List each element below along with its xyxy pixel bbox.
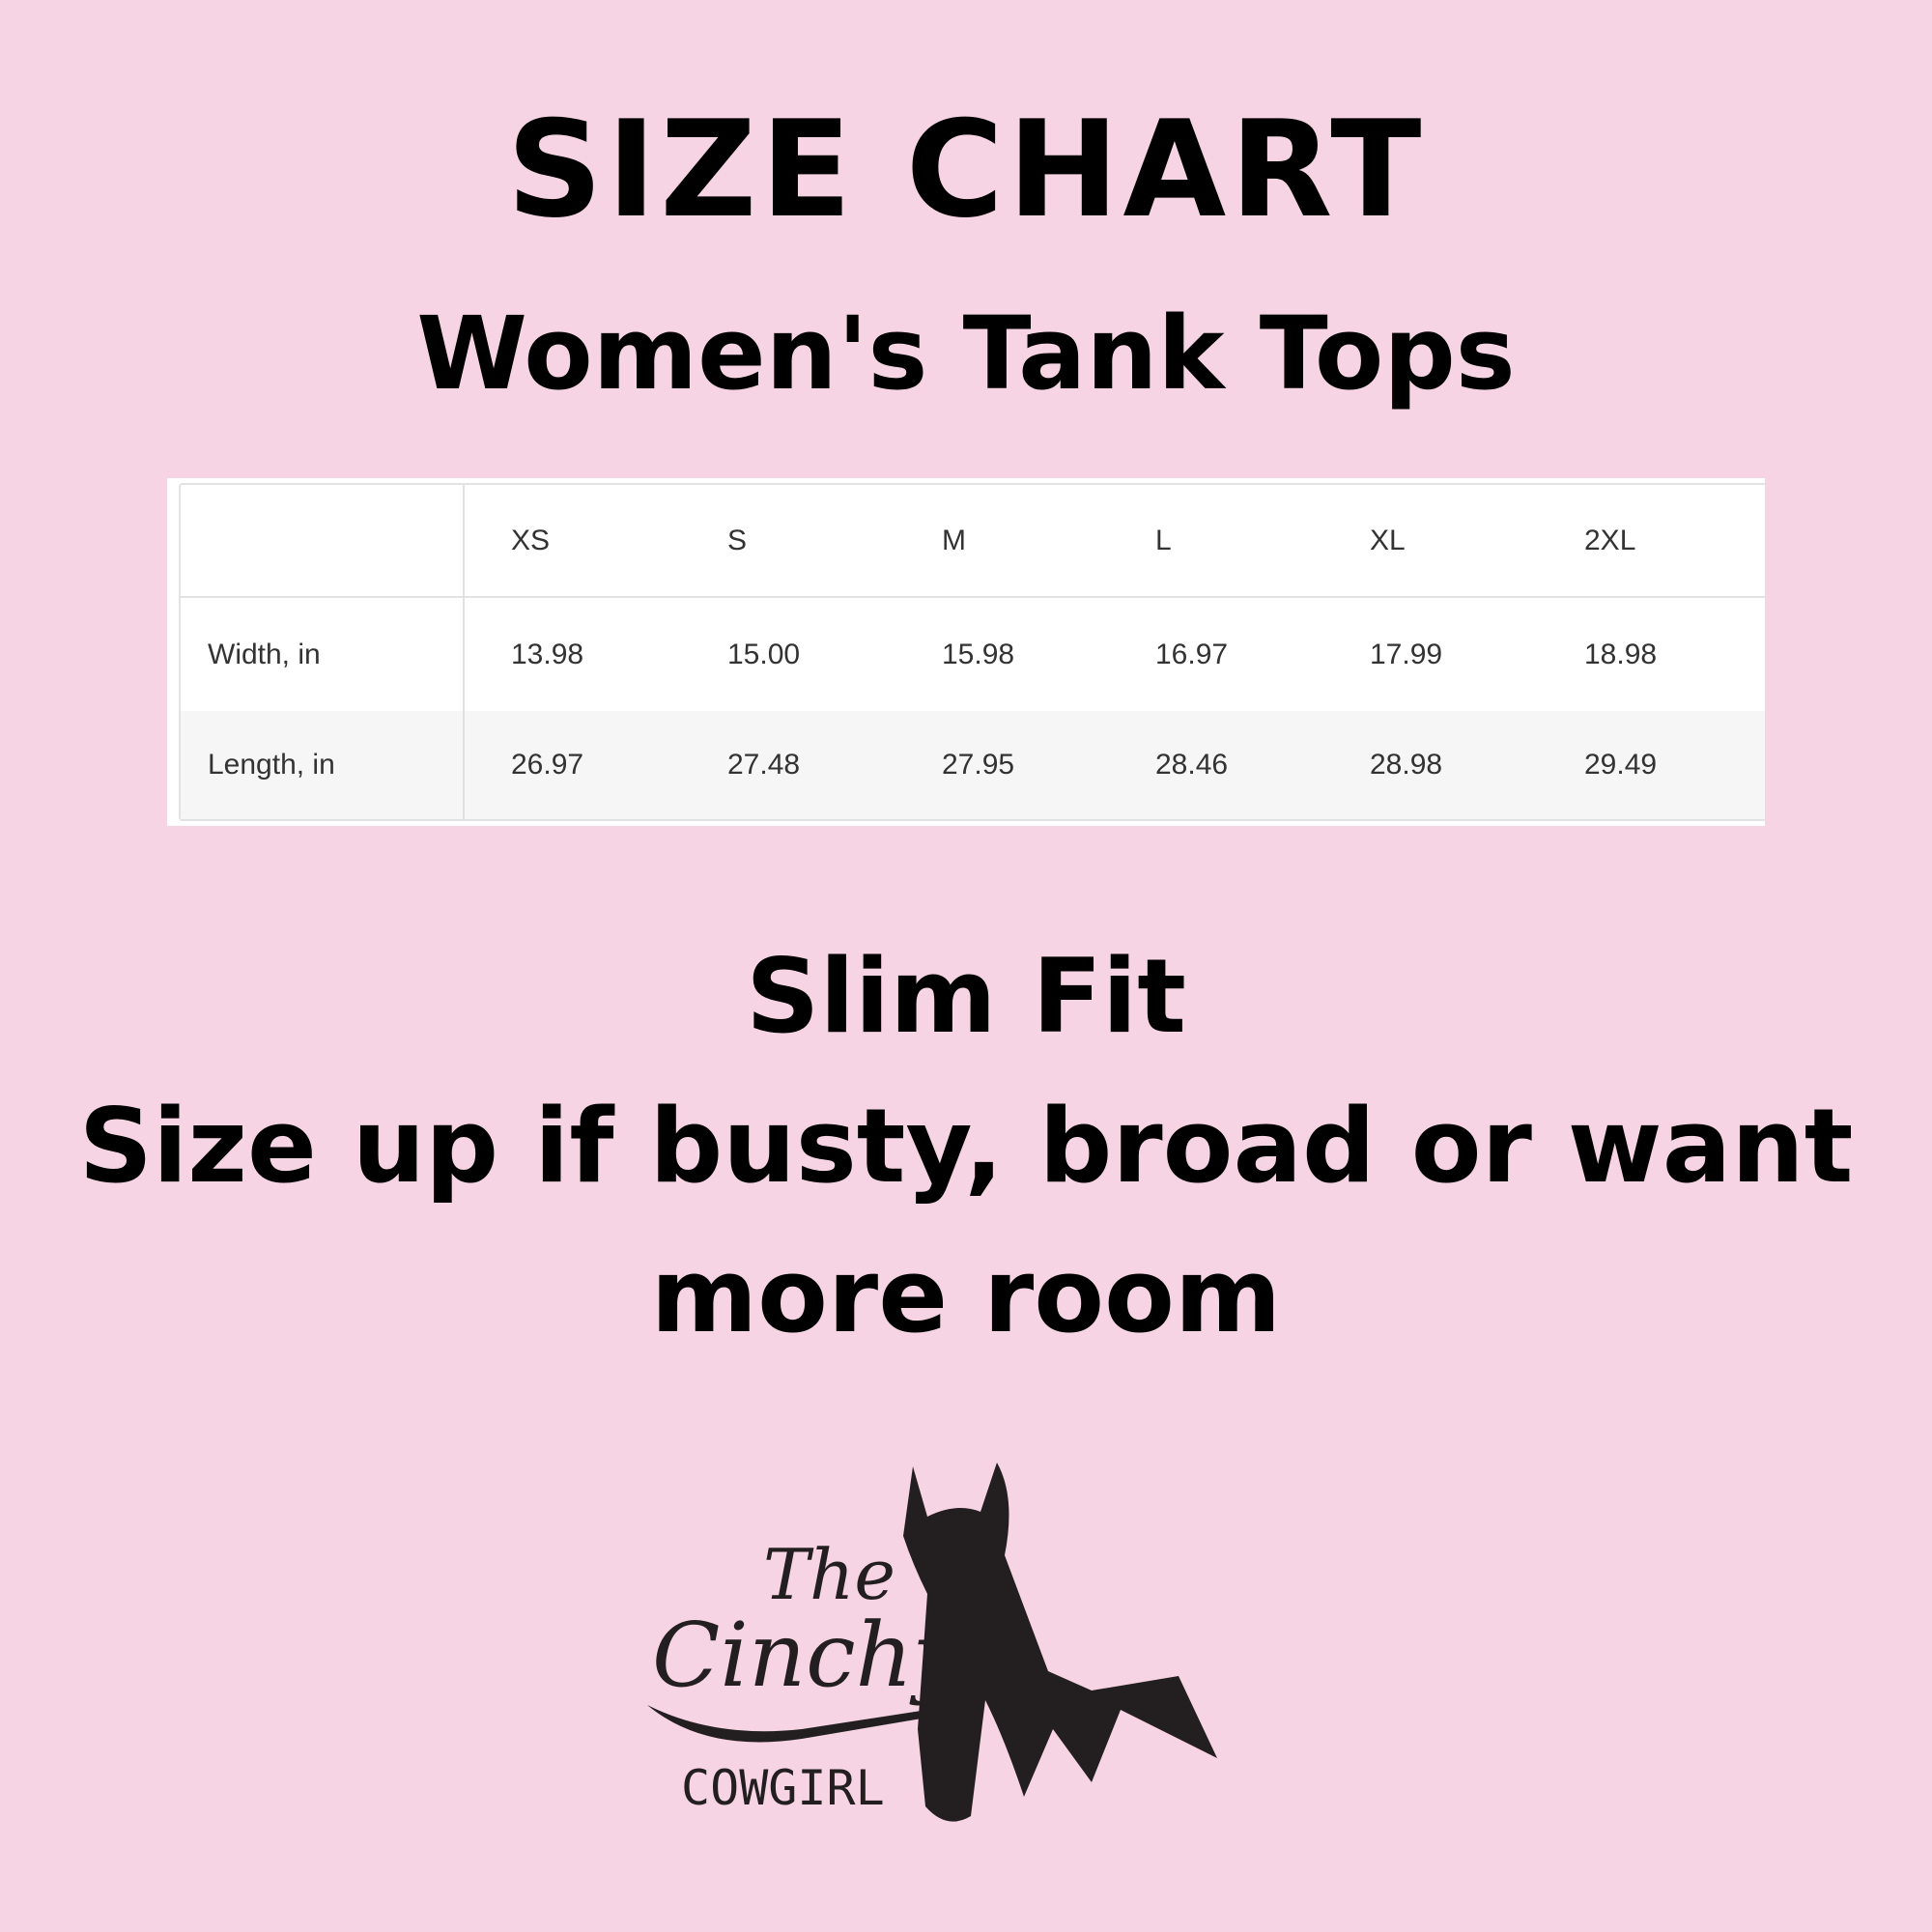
table-row: Width, in 13.98 15.00 15.98 16.97 17.99 … (181, 598, 1765, 713)
table-cell: 15.98 (942, 638, 1015, 670)
logo-text-cinchy: Cinchy (652, 1604, 964, 1707)
table-cell: 28.46 (1155, 749, 1229, 781)
table-cell: 27.48 (727, 749, 801, 781)
header-cell: XS (511, 524, 551, 556)
header-cell: L (1155, 524, 1172, 556)
size-table: XS S M L XL 2XL Width, in 13.98 15.00 15… (167, 478, 1765, 826)
table-cell: 16.97 (1155, 638, 1229, 670)
table-cell: 15.00 (727, 638, 801, 670)
table-cell: 28.98 (1370, 749, 1443, 781)
table-row: Length, in 26.97 27.48 27.95 28.46 28.98… (181, 711, 1765, 819)
sizing-note-line-2: more room (650, 1236, 1282, 1355)
page-subtitle: Women's Tank Tops (416, 295, 1516, 412)
table-cell: 18.98 (1584, 638, 1658, 670)
row-label: Width, in (208, 638, 321, 670)
table-cell: 13.98 (511, 638, 584, 670)
column-divider (463, 485, 465, 819)
header-cell: M (942, 524, 966, 556)
header-cell: XL (1370, 524, 1406, 556)
table-cell: 29.49 (1584, 749, 1658, 781)
brand-logo: The Cinchy COWGIRL (647, 1463, 1217, 1822)
page-title: SIZE CHART (506, 92, 1426, 247)
header-cell: 2XL (1584, 524, 1636, 556)
table-cell: 26.97 (511, 749, 584, 781)
table-cell: 17.99 (1370, 638, 1443, 670)
logo-text-the: The (763, 1534, 895, 1615)
table-cell: 27.95 (942, 749, 1015, 781)
row-label: Length, in (208, 749, 335, 781)
header-cell: S (727, 524, 748, 556)
horse-head-icon (903, 1463, 1217, 1822)
sizing-note-line-1: Size up if busty, broad or want (78, 1087, 1854, 1206)
logo-text-cowgirl: COWGIRL (681, 1760, 885, 1816)
fit-label: Slim Fit (746, 937, 1186, 1056)
table-header-row: XS S M L XL 2XL (181, 485, 1765, 598)
